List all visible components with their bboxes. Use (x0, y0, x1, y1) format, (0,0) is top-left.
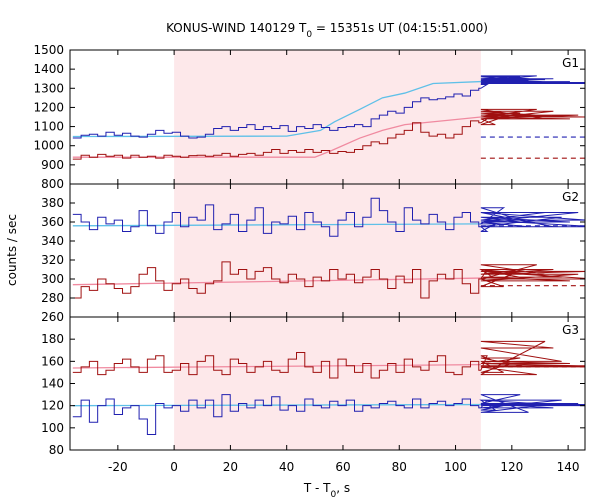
fit-line-red_fit (72, 116, 481, 158)
panel-label-g3: G3 (562, 323, 579, 337)
light-curve-red (72, 340, 585, 379)
x-axis-label-suffix: , s (336, 481, 350, 495)
panel-plot-area (72, 75, 585, 160)
y-tick-label: 80 (49, 443, 64, 457)
y-tick-label: 380 (41, 196, 64, 210)
y-tick-label: 900 (41, 158, 64, 172)
y-tick-label: 280 (41, 291, 64, 305)
y-tick-label: 1200 (33, 100, 64, 114)
highlight-interval (174, 50, 481, 184)
x-tick-label: -20 (108, 460, 128, 474)
light-curve-red (72, 261, 585, 299)
y-tick-label: 800 (41, 177, 64, 191)
x-tick-label: 100 (444, 460, 467, 474)
y-tick-label: 120 (41, 399, 64, 413)
x-axis-label-subscript: 0 (331, 490, 337, 500)
y-tick-label: 1100 (33, 120, 64, 134)
x-tick-label: 60 (335, 460, 350, 474)
panel-g3: 80 100 120 140 160 180 -20 0 20 40 60 80 100 120 140 G3 (41, 316, 586, 474)
panel-label-g1: G1 (562, 56, 579, 70)
panel-plot-area (72, 340, 585, 435)
highlight-interval (174, 317, 481, 450)
light-curve-blue (72, 394, 585, 435)
panels-group: 800900100011001200130014001500G126028030… (33, 43, 586, 474)
light-curve-blue (72, 75, 585, 139)
y-tick-label: 1000 (33, 139, 64, 153)
x-axis-label-prefix: T - T (303, 481, 331, 495)
highlight-interval (174, 184, 481, 317)
x-tick-label: 80 (392, 460, 407, 474)
y-tick-label: 340 (41, 234, 64, 248)
y-tick-label: 100 (41, 421, 64, 435)
y-tick-label: 360 (41, 215, 64, 229)
x-tick-label: 120 (500, 460, 523, 474)
x-tick-label: 40 (279, 460, 294, 474)
panel-g2: 260 280 300 320 340 360 380 G2 (41, 183, 586, 324)
y-tick-label: 1500 (33, 43, 64, 57)
light-curve-blue (72, 197, 585, 237)
y-tick-label: 1300 (33, 81, 64, 95)
panel-plot-area (72, 197, 585, 299)
y-tick-label: 180 (41, 332, 64, 346)
x-axis-label: T - T0, s (303, 481, 350, 500)
panel-label-g2: G2 (562, 190, 579, 204)
y-axis-label: counts / sec (5, 214, 19, 286)
y-tick-label: 260 (41, 310, 64, 324)
y-tick-label: 1400 (33, 62, 64, 76)
chart-title: KONUS-WIND 140129 T0 = 15351s UT (04:15:… (166, 21, 488, 40)
y-tick-label: 160 (41, 354, 64, 368)
chart-title-suffix: = 15351s UT (04:15:51.000) (312, 21, 488, 35)
panel-g1: 800 900 1000 1100 1200 1300 1400 1500 G1 (33, 43, 586, 191)
y-tick-label: 320 (41, 253, 64, 267)
fit-line-blue_fit (72, 223, 481, 227)
light-curve-red (72, 108, 585, 160)
y-tick-label: 300 (41, 272, 64, 286)
fit-line-blue_fit (72, 80, 481, 138)
chart-title-prefix: KONUS-WIND 140129 T (166, 21, 307, 35)
chart-title-subscript: 0 (306, 30, 312, 40)
x-tick-label: 140 (557, 460, 580, 474)
x-tick-label: 20 (223, 460, 238, 474)
x-tick-label: 0 (170, 460, 178, 474)
y-tick-label: 140 (41, 377, 64, 391)
